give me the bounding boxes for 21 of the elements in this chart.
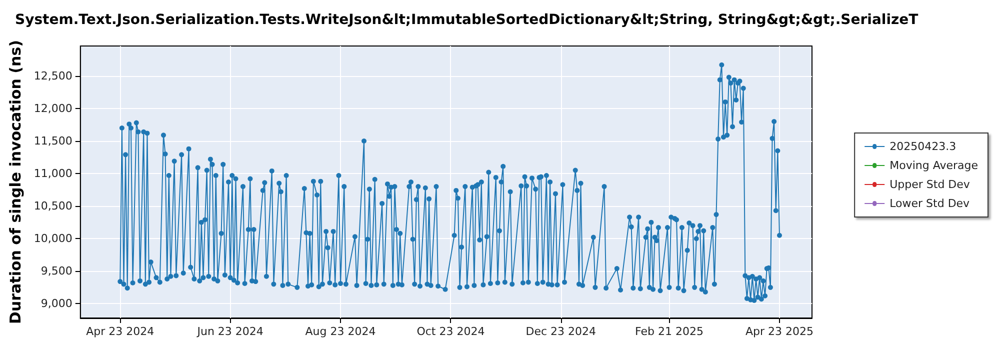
legend-label: Lower Std Dev: [890, 197, 970, 210]
x-tick-label: Apr 23 2025: [745, 325, 814, 338]
x-tick-label: Aug 23 2024: [305, 325, 376, 338]
chart-title: System.Text.Json.Serialization.Tests.WriteJson&lt;ImmutableSortedDictionary&lt;String, String&gt;&gt;.SerializeT: [15, 12, 919, 28]
y-tick-label: 9,000: [40, 297, 72, 310]
y-tick-label: 9,500: [40, 264, 72, 278]
y-tick-label: 12,000: [34, 102, 72, 115]
y-axis-title: Duration of single invocation (ns): [6, 40, 24, 324]
y-tick-label: 11,500: [34, 134, 72, 148]
x-tick-label: Jun 23 2024: [196, 325, 264, 338]
y-tick-label: 10,000: [34, 232, 72, 246]
x-tick-label: Apr 23 2024: [86, 325, 154, 338]
y-tick-label: 12,500: [34, 69, 72, 82]
x-tick-label: Dec 23 2024: [526, 325, 596, 338]
legend-label: Upper Std Dev: [890, 178, 970, 191]
x-tick-label: Feb 21 2025: [635, 325, 704, 338]
x-tick-label: Oct 23 2024: [416, 325, 485, 338]
y-tick-label: 10,500: [34, 200, 72, 213]
legend-label: Moving Average: [890, 159, 978, 172]
legend-label: 20250423.3: [890, 140, 956, 153]
y-tick-label: 11,000: [34, 167, 72, 180]
